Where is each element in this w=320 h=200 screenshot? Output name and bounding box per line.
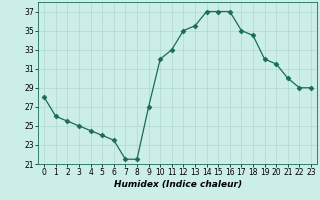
X-axis label: Humidex (Indice chaleur): Humidex (Indice chaleur) xyxy=(114,180,242,189)
